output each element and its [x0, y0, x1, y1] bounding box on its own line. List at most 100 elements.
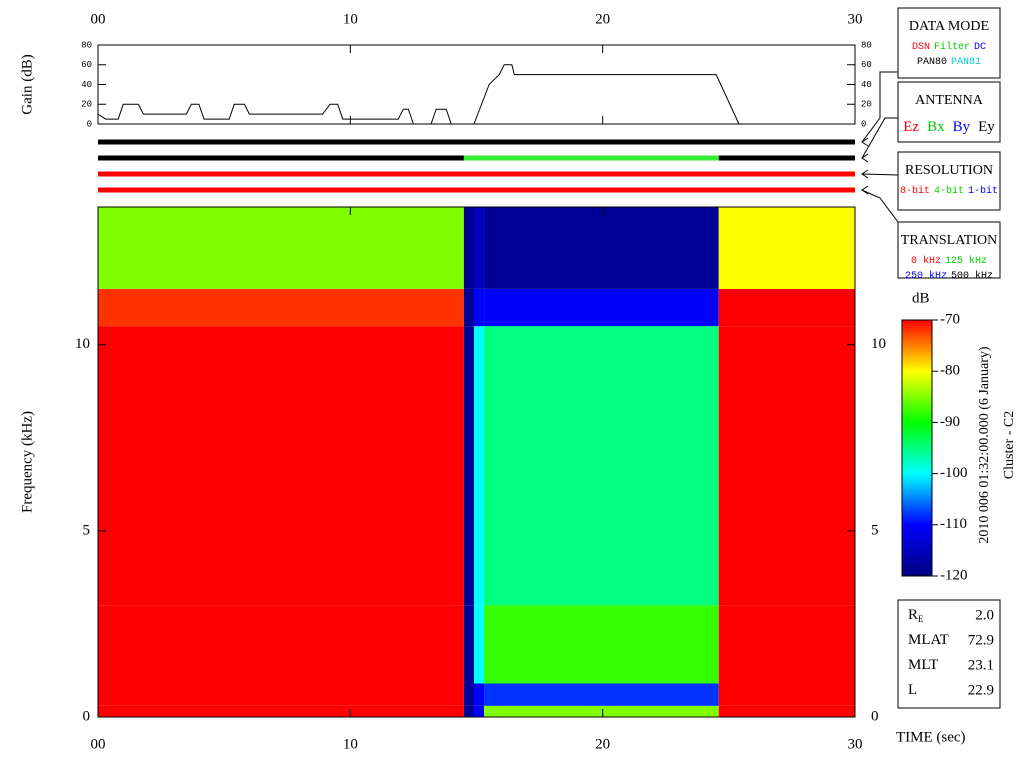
- panel-box: [897, 221, 1001, 279]
- spectrogram-cell: [473, 207, 485, 289]
- x-axis-label: TIME (sec): [896, 729, 966, 745]
- spectrogram-cell: [463, 326, 474, 606]
- panel-item: Ez: [903, 119, 919, 135]
- y-tick-label: 5: [83, 522, 91, 538]
- gain-line: [97, 64, 740, 125]
- x-tick-label: 00: [91, 736, 106, 752]
- info-value: 2.0: [975, 607, 994, 623]
- spectrogram-cell: [484, 288, 719, 327]
- arrow: [861, 185, 869, 195]
- spectrogram-cell: [718, 605, 855, 684]
- panel-item: By: [953, 119, 971, 135]
- x-tick-label: 30: [848, 736, 863, 752]
- colorbar: [901, 319, 933, 577]
- panel-item: 4-bit: [934, 185, 964, 197]
- panel-title: RESOLUTION: [905, 163, 993, 178]
- x-tick-label: 00: [91, 11, 106, 27]
- spectrogram-cell: [463, 683, 474, 706]
- spectrogram-cell: [98, 207, 464, 289]
- y-tick-label-right: 0: [861, 119, 866, 129]
- info-value: 72.9: [968, 632, 994, 648]
- info-label-sub: E: [918, 614, 924, 624]
- connector: [861, 71, 898, 143]
- info-label: RE: [908, 607, 924, 624]
- panel-row: Ez Bx By Ey: [903, 119, 995, 135]
- mode-bar: [98, 155, 464, 161]
- panel-box: [897, 151, 1001, 211]
- spectrogram-cell: [484, 207, 719, 289]
- panel-item: Filter: [934, 41, 970, 53]
- spectrogram-cell: [473, 605, 485, 684]
- info-value: 22.9: [968, 682, 994, 698]
- y-tick-label: 0: [87, 119, 92, 129]
- mode-bar: [718, 155, 855, 161]
- panel-item: Bx: [927, 119, 945, 135]
- y-tick-label: 0: [83, 708, 91, 724]
- panel-item: 8-bit: [900, 185, 930, 197]
- spectrogram-cell: [484, 705, 719, 717]
- y-tick-label-right: 60: [861, 60, 872, 70]
- panel-row: PAN80 PAN81: [917, 57, 981, 68]
- connectors: [861, 71, 899, 223]
- info-label-text: MLAT: [908, 632, 949, 648]
- spectrogram-cell: [98, 605, 464, 684]
- y-tick-label: 60: [81, 60, 92, 70]
- panel-item: Ey: [978, 119, 995, 135]
- arrow: [861, 153, 869, 163]
- panel-title: DATA MODE: [909, 19, 989, 34]
- panel-item: 250 kHz: [905, 270, 947, 282]
- info-label-text: MLT: [908, 657, 938, 673]
- spectrogram-cell: [484, 683, 719, 706]
- spectrogram-cell: [463, 207, 474, 289]
- info-label-text: L: [908, 682, 917, 698]
- colorbar-tick-label: -70: [940, 311, 960, 327]
- colorbar-tick-label: -100: [940, 465, 968, 481]
- spectrogram-cell: [718, 288, 855, 327]
- spectrogram-cell: [463, 288, 474, 327]
- y-tick-label-right: 40: [861, 80, 872, 90]
- panel-item: PAN81: [951, 57, 981, 68]
- caption: Cluster - C2: [1002, 411, 1017, 479]
- connector: [861, 173, 899, 176]
- spectrogram-cell: [98, 288, 464, 327]
- spectrogram-cell: [718, 683, 855, 706]
- mode-bar: [98, 139, 855, 145]
- x-tick-label: 30: [848, 11, 863, 27]
- panel-item: 1-bit: [968, 185, 998, 197]
- panel-title: TRANSLATION: [901, 233, 997, 248]
- info-value: 23.1: [968, 657, 994, 673]
- y-axis-label: Frequency (kHz): [19, 411, 35, 513]
- panel-row: 250 kHz 500 kHz: [905, 270, 993, 282]
- info-label: MLT: [908, 657, 938, 673]
- y-tick-label: 80: [81, 40, 92, 50]
- panel-item: 0 kHz: [911, 255, 941, 267]
- y-tick-label-right: 5: [871, 522, 879, 538]
- y-tick-label: 40: [81, 80, 92, 90]
- spectrogram-cell: [718, 705, 855, 717]
- y-tick-label-right: 20: [861, 100, 872, 110]
- y-tick-label: 20: [81, 100, 92, 110]
- connector: [861, 189, 899, 223]
- colorbar-tick-label: -80: [940, 363, 960, 379]
- panel-title: ANTENNA: [915, 93, 984, 108]
- y-axis-label: Gain (dB): [19, 54, 35, 114]
- panel-item: DSN: [912, 42, 930, 53]
- spectrogram-cell: [463, 705, 474, 717]
- panel-box: [897, 81, 1001, 143]
- info-label: L: [908, 682, 917, 698]
- y-tick-label-right: 0: [871, 708, 879, 724]
- spectrogram-cell: [98, 683, 464, 706]
- x-tick-label: 10: [343, 736, 358, 752]
- spectrogram-cell: [473, 326, 485, 606]
- plot-frame: [97, 206, 856, 718]
- panel-row: 8-bit 4-bit 1-bit: [900, 185, 998, 197]
- mode-bar: [98, 171, 855, 177]
- spectrogram-cell: [473, 288, 485, 327]
- colorbar-title: dB: [912, 290, 930, 306]
- spectrogram-cell: [98, 705, 464, 717]
- spectrogram-cell: [718, 326, 855, 606]
- spectrogram-cell: [473, 683, 485, 706]
- panel-item: DC: [974, 42, 986, 53]
- panel-item: 500 kHz: [951, 270, 993, 282]
